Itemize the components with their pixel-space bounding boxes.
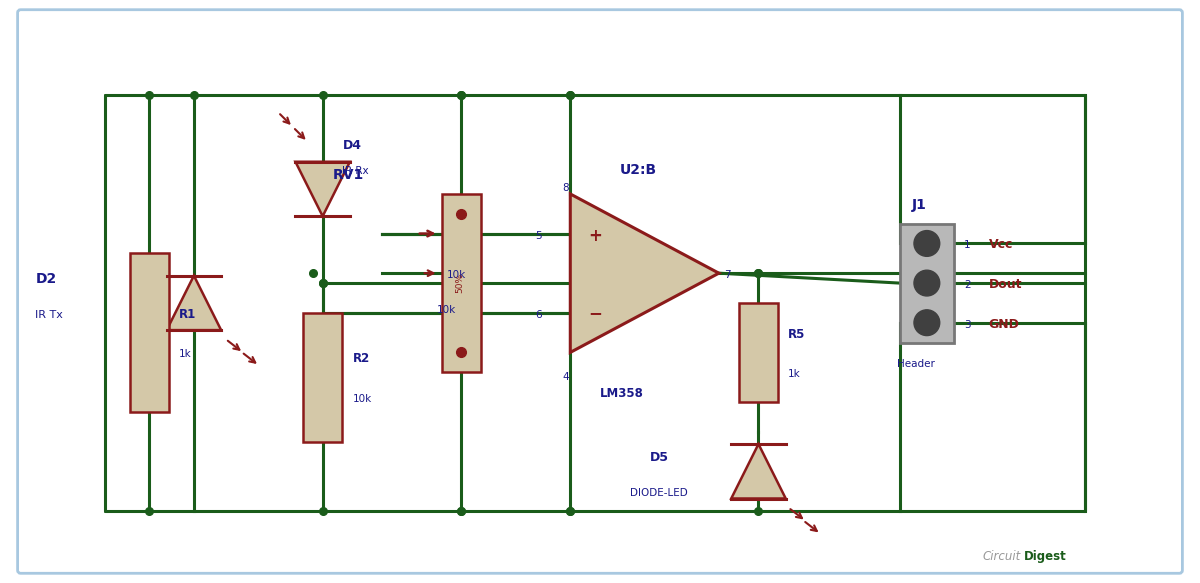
Text: IR Rx: IR Rx [342, 166, 370, 176]
Text: Header: Header [898, 359, 935, 369]
Text: IR Tx: IR Tx [36, 310, 64, 319]
Text: 50%: 50% [455, 273, 464, 293]
Text: Circuit: Circuit [983, 550, 1021, 563]
Text: 3: 3 [964, 319, 971, 329]
Text: 7: 7 [724, 270, 731, 280]
Bar [739, 303, 779, 402]
Text: 1k: 1k [179, 349, 192, 359]
Text: U2:B: U2:B [620, 163, 656, 177]
Text: 4: 4 [563, 372, 569, 382]
Text: D2: D2 [36, 272, 56, 286]
Text: R2: R2 [353, 352, 370, 366]
Text: 8: 8 [563, 183, 569, 193]
Text: Vcc: Vcc [989, 238, 1013, 251]
Text: Dout: Dout [989, 278, 1022, 291]
Bar [130, 254, 169, 412]
Circle shape [914, 270, 940, 296]
Text: 2: 2 [964, 280, 971, 290]
Polygon shape [731, 444, 786, 498]
Circle shape [914, 231, 940, 257]
Text: J1: J1 [912, 198, 926, 212]
Bar [900, 224, 954, 342]
Text: GND: GND [989, 318, 1020, 331]
Text: +: + [588, 227, 602, 245]
Polygon shape [570, 194, 719, 352]
Polygon shape [167, 276, 221, 330]
Text: LM358: LM358 [600, 387, 644, 400]
Bar [442, 194, 481, 372]
Text: R5: R5 [788, 328, 805, 340]
Text: R1: R1 [179, 308, 197, 321]
Text: 1k: 1k [788, 369, 800, 379]
Text: D5: D5 [649, 451, 668, 465]
Text: RV1: RV1 [332, 168, 364, 182]
Text: Digest: Digest [1024, 550, 1067, 563]
Circle shape [914, 310, 940, 336]
Polygon shape [295, 161, 350, 216]
Text: DIODE-LED: DIODE-LED [630, 488, 688, 498]
Text: D4: D4 [342, 139, 361, 152]
Text: 10k: 10k [446, 270, 466, 280]
Text: 10k: 10k [437, 305, 456, 315]
Text: 1: 1 [964, 240, 971, 251]
Text: 6: 6 [535, 310, 542, 319]
Text: 5: 5 [535, 230, 542, 241]
Text: −: − [588, 304, 602, 322]
Text: 10k: 10k [353, 394, 372, 404]
Bar [302, 313, 342, 441]
FancyBboxPatch shape [18, 10, 1182, 573]
